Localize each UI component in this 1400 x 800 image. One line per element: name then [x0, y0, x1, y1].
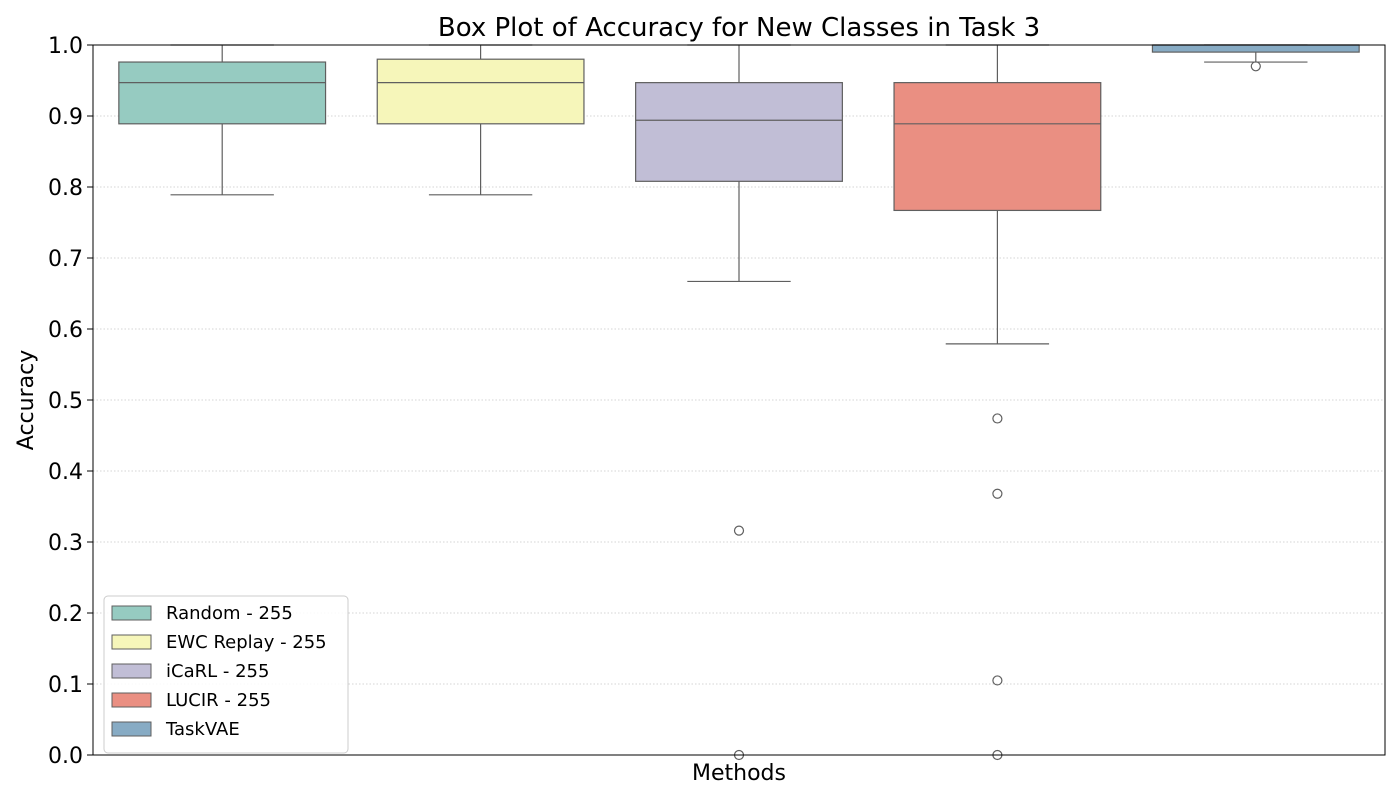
box-body — [118, 61, 327, 125]
legend-label: Random - 255 — [166, 603, 293, 624]
y-tick-label: 1.0 — [48, 34, 83, 59]
legend-box — [103, 595, 349, 754]
x-axis-label: Methods — [692, 761, 786, 786]
box-1 — [118, 44, 327, 196]
y-tick-label: 0.0 — [48, 744, 83, 769]
box-body — [376, 58, 585, 125]
box-body — [893, 82, 1102, 212]
legend-swatch — [111, 692, 152, 708]
outlier-point — [1250, 61, 1261, 72]
box-2 — [376, 44, 585, 196]
outlier-point — [992, 675, 1003, 686]
y-tick-label: 0.1 — [48, 673, 83, 698]
box-5 — [1151, 44, 1360, 72]
y-tick-label: 0.2 — [48, 602, 83, 627]
y-tick-label: 0.5 — [48, 389, 83, 414]
y-tick-label: 0.8 — [48, 176, 83, 201]
legend-swatch — [111, 634, 152, 650]
box-group — [118, 44, 1360, 761]
legend-label: EWC Replay - 255 — [166, 632, 327, 653]
outlier-point — [992, 488, 1003, 499]
outlier-point — [992, 413, 1003, 424]
y-tick-label: 0.9 — [48, 105, 83, 130]
box-3 — [635, 44, 843, 761]
outlier-point — [733, 525, 745, 536]
box-body — [635, 82, 843, 182]
box-4 — [893, 44, 1102, 761]
legend-label: LUCIR - 255 — [166, 690, 271, 711]
chart-title: Box Plot of Accuracy for New Classes in … — [438, 13, 1040, 43]
legend-swatch — [111, 663, 152, 679]
y-axis-label: Accuracy — [14, 350, 39, 450]
y-tick-label: 0.7 — [48, 247, 83, 272]
y-tick-label: 0.6 — [48, 318, 83, 343]
y-tick-label: 0.3 — [48, 531, 83, 556]
y-axis-ticks: 0.0 0.1 0.2 0.3 0.4 0.5 0.6 0.7 0.8 0.9 1.0 — [48, 34, 93, 769]
y-tick-label: 0.4 — [48, 460, 83, 485]
legend-swatch — [111, 721, 152, 737]
legend-label: iCaRL - 255 — [166, 661, 269, 682]
box-body — [1151, 44, 1360, 53]
legend-label: TaskVAE — [165, 719, 240, 740]
legend: Random - 255 EWC Replay - 255 iCaRL - 255 L… — [103, 595, 349, 754]
legend-swatch — [111, 605, 152, 621]
